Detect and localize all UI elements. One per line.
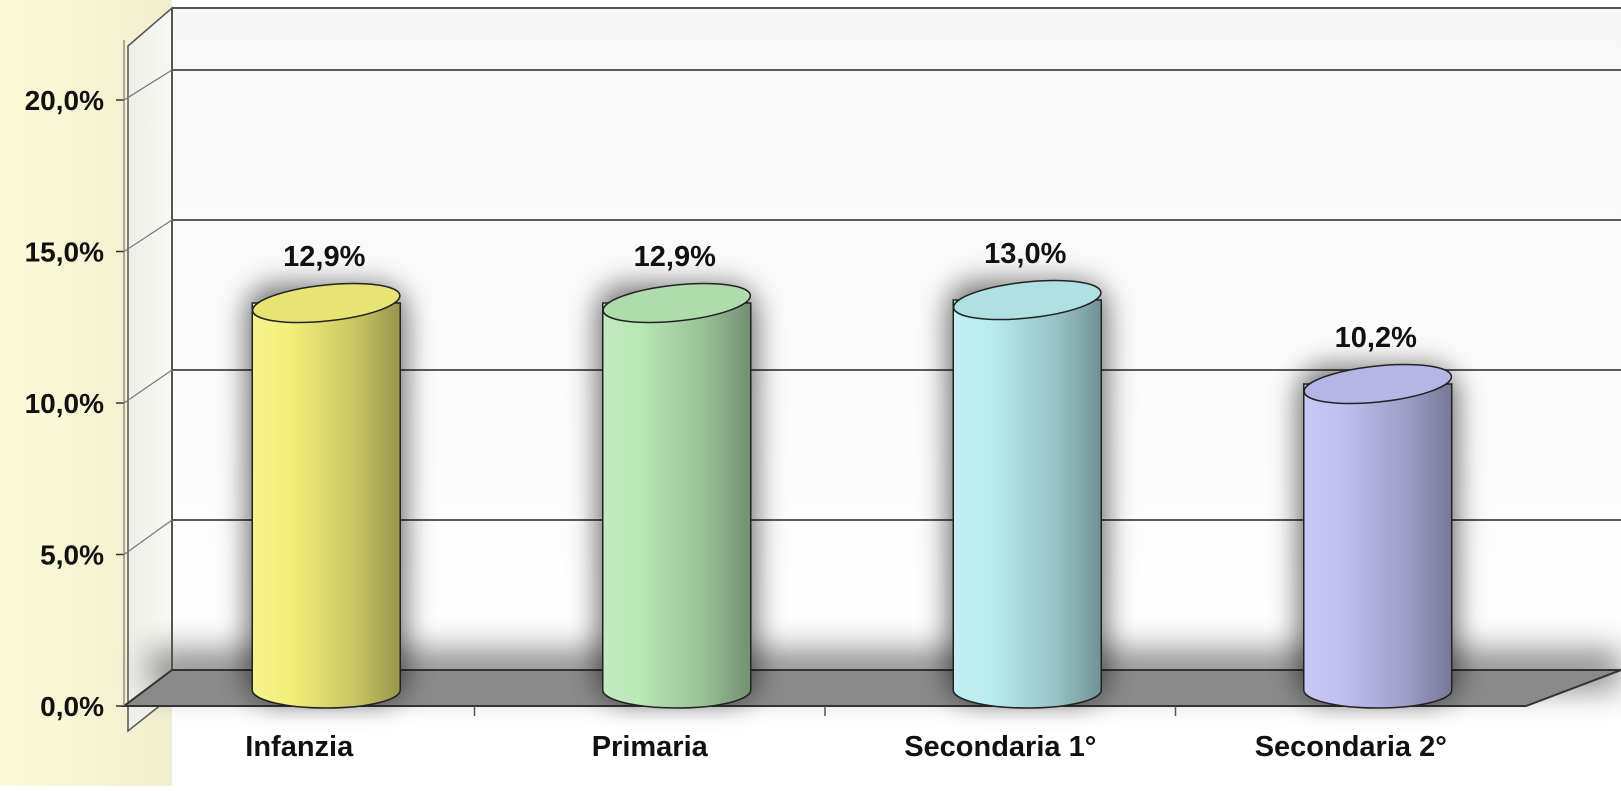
bar-cylinder-infanzia <box>251 302 401 709</box>
y-tick-label: 15,0% <box>25 237 104 268</box>
bar-cap <box>251 282 401 324</box>
data-label: 12,9% <box>283 241 365 273</box>
bar-series <box>246 279 1458 709</box>
y-tick-label: 5,0% <box>40 540 104 571</box>
data-label: 12,9% <box>634 241 716 273</box>
y-tick-label: 20,0% <box>25 85 104 116</box>
chart-side-wall <box>127 6 173 733</box>
gridline-depth <box>123 519 173 555</box>
bar-cap <box>602 282 752 324</box>
x-category-label: Secondaria 1° <box>904 731 1096 763</box>
bar-cylinder-secondaria-1- <box>952 299 1102 709</box>
bar-cylinder-primaria <box>602 302 752 709</box>
x-category-label: Secondaria 2° <box>1255 731 1447 763</box>
bar-cylinder-secondaria-2- <box>1303 383 1453 709</box>
y-tick-label: 0,0% <box>40 691 104 722</box>
gridline-depth <box>123 219 173 253</box>
bar-cap <box>1303 363 1453 405</box>
bar-cap <box>952 279 1102 321</box>
data-label: 13,0% <box>984 238 1066 270</box>
x-category-label: Primaria <box>592 731 709 763</box>
gridline-depth <box>123 69 173 101</box>
x-category-label: Infanzia <box>245 731 354 763</box>
data-labels: 12,9% 12,9% 13,0% 10,2% <box>283 238 1417 354</box>
y-tick-label: 10,0% <box>25 388 104 419</box>
y-axis: 0,0% 5,0% 10,0% 15,0% 20,0% <box>25 40 125 722</box>
gridline-depth <box>123 369 173 404</box>
x-axis: Infanzia Primaria Secondaria 1° Secondaria … <box>245 706 1447 763</box>
data-label: 10,2% <box>1335 322 1417 354</box>
